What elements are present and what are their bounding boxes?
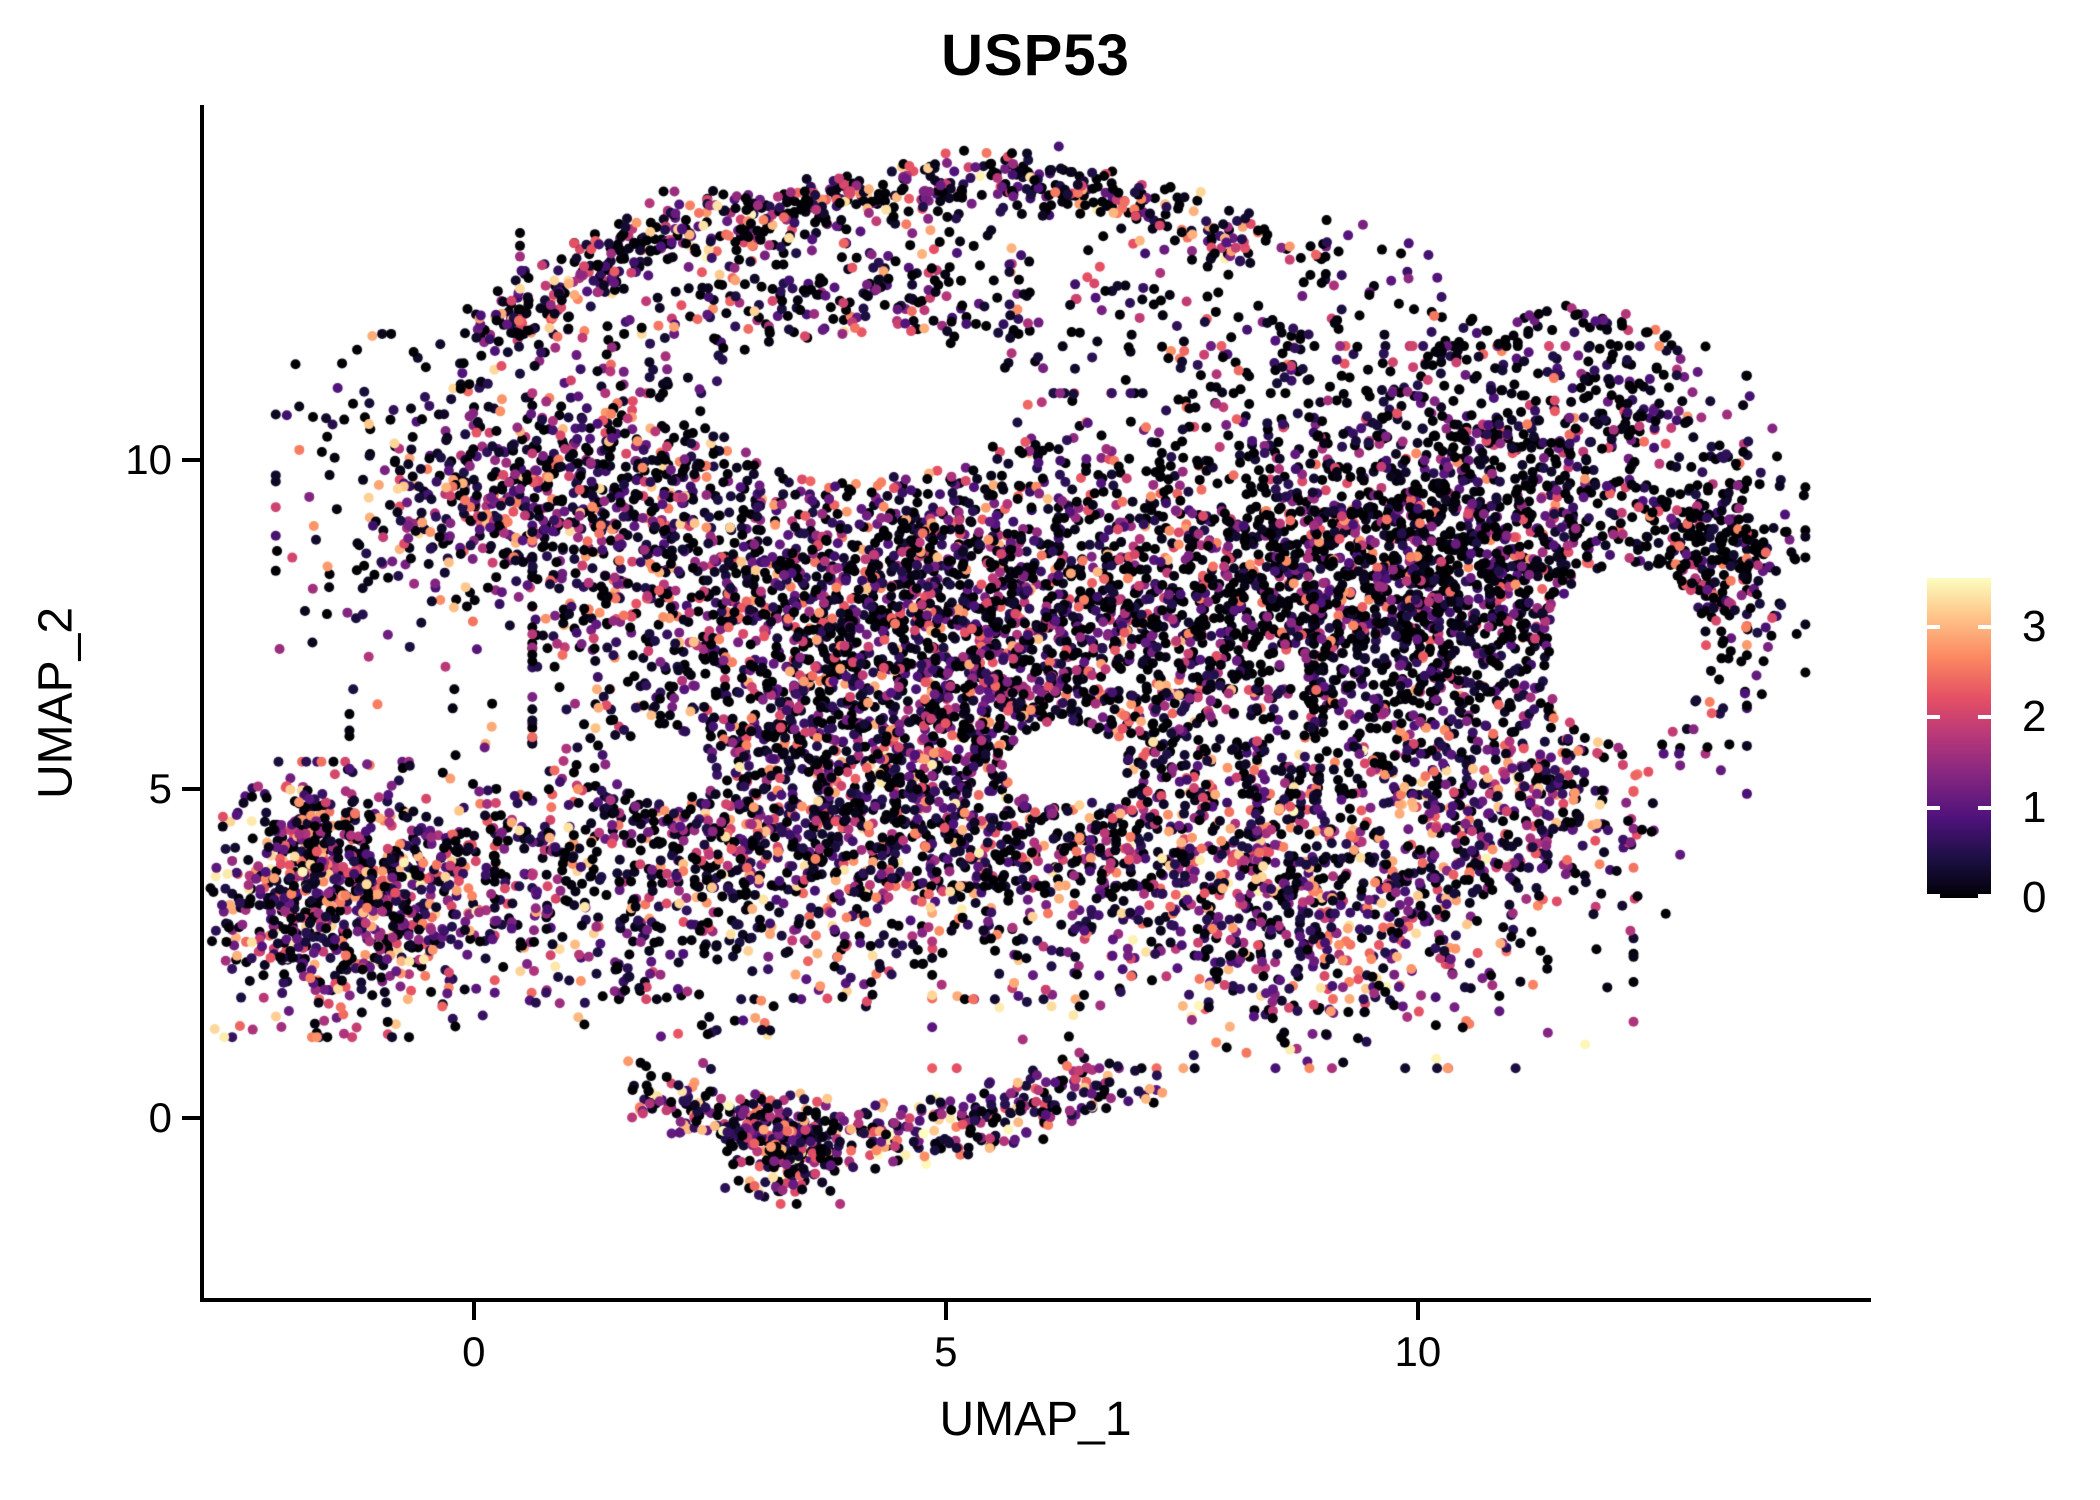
plot-title: USP53 <box>941 23 1130 88</box>
y-tick-label: 5 <box>148 765 172 812</box>
colorbar-tick-label: 0 <box>2022 873 2047 922</box>
colorbar-tick-mark <box>1978 894 1991 898</box>
colorbar-tick-mark <box>1927 894 1940 898</box>
x-tick-label: 0 <box>462 1328 486 1375</box>
colorbar-tick-label: 2 <box>2022 692 2047 742</box>
colorbar-tick-mark <box>1978 715 1991 720</box>
expression-colorbar <box>1927 578 1991 898</box>
x-tick-mark <box>943 1302 948 1320</box>
colorbar-tick-label: 1 <box>2022 782 2047 832</box>
colorbar-tick-mark <box>1978 624 1991 629</box>
y-tick-label: 10 <box>125 436 172 484</box>
plot-panel-axes <box>200 105 1871 1302</box>
x-axis-label: UMAP_1 <box>939 1393 1132 1446</box>
x-tick-mark <box>1415 1302 1420 1320</box>
colorbar-tick-mark <box>1927 624 1940 629</box>
colorbar-tick-mark <box>1978 805 1991 810</box>
y-tick-mark <box>182 1115 200 1120</box>
x-tick-mark <box>471 1302 476 1320</box>
y-tick-mark <box>182 458 200 463</box>
x-tick-label: 10 <box>1394 1328 1442 1375</box>
colorbar-tick-mark <box>1927 805 1940 810</box>
y-tick-label: 0 <box>148 1093 172 1141</box>
colorbar-tick-mark <box>1927 715 1940 720</box>
y-tick-mark <box>182 787 200 791</box>
x-tick-label: 5 <box>934 1328 958 1375</box>
colorbar-tick-label: 3 <box>2022 601 2047 651</box>
